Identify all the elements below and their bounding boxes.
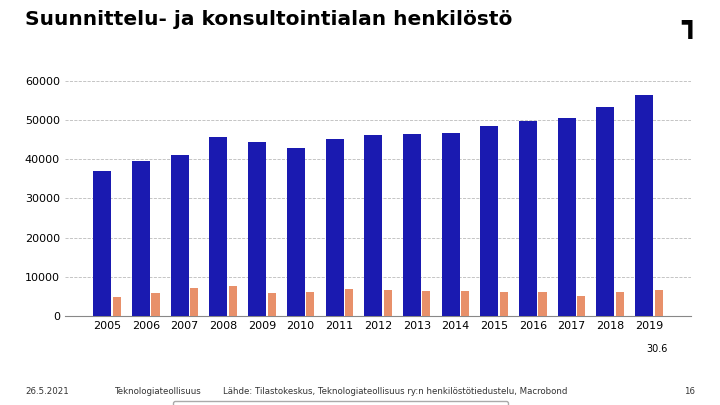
Text: 16: 16 [684,387,695,396]
Bar [113,298,121,316]
Bar [500,292,508,316]
Bar [635,95,653,316]
Bar [616,292,624,316]
Bar [171,156,189,316]
Bar [423,291,431,316]
Bar [287,147,305,316]
Text: Teknologiateollisuus: Teknologiateollisuus [115,387,202,396]
Bar [268,293,276,316]
Text: Suunnittelu- ja konsultointialan henkilöstö: Suunnittelu- ja konsultointialan henkilö… [25,10,513,29]
Bar [306,292,315,316]
Bar [248,142,266,316]
Bar [654,290,662,316]
Bar [480,126,498,316]
Bar [132,161,150,316]
Bar [539,292,546,316]
Bar [384,290,392,316]
Text: 30.6: 30.6 [647,344,668,354]
Bar [190,288,198,316]
Text: 26.5.2021: 26.5.2021 [25,387,69,396]
Bar [577,296,585,316]
Bar [94,171,112,316]
Bar [325,139,343,316]
Bar [364,134,382,316]
Text: Lähde: Tilastokeskus, Teknologiateollisuus ry:n henkilöstötiedustelu, Macrobond: Lähde: Tilastokeskus, Teknologiateollisu… [223,387,567,396]
Legend: Henkilöstö Suomessa, Henkilöstö tytäryrityksissä ulkomailla: Henkilöstö Suomessa, Henkilöstö tytäryri… [173,401,508,405]
Bar [229,286,237,316]
Bar [461,291,469,316]
Bar [558,118,576,316]
Bar [151,293,160,316]
Bar [210,136,228,316]
Text: ┓: ┓ [682,10,698,38]
Bar [403,134,421,316]
Bar [519,121,537,316]
Bar [345,289,353,316]
Bar [596,107,614,316]
Bar [441,133,459,316]
